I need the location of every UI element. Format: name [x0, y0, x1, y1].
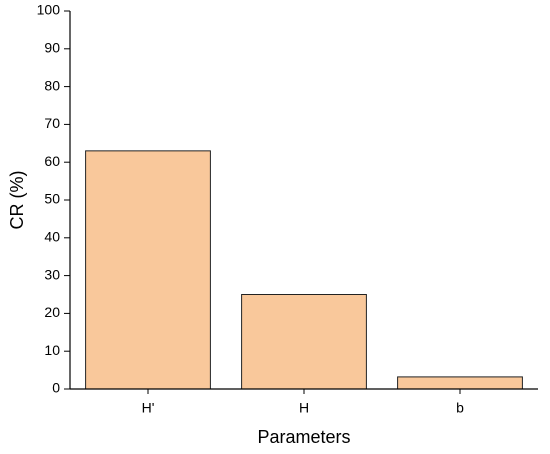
y-tick-label: 50 — [44, 191, 60, 207]
y-tick-label: 100 — [37, 2, 61, 18]
y-tick-label: 20 — [44, 304, 60, 320]
bar — [85, 150, 211, 390]
y-tick-label: 60 — [44, 153, 60, 169]
bar — [241, 294, 367, 390]
x-tick-label: H — [299, 400, 309, 416]
y-tick-label: 10 — [44, 342, 60, 358]
y-axis-title: CR (%) — [7, 171, 27, 230]
x-tick-label: H' — [142, 400, 155, 416]
y-tick-label: 90 — [44, 40, 60, 56]
y-tick-label: 30 — [44, 266, 60, 282]
bar — [397, 376, 523, 390]
y-tick-label: 0 — [52, 380, 60, 396]
y-tick-label: 70 — [44, 115, 60, 131]
y-tick-label: 40 — [44, 229, 60, 245]
y-tick-label: 80 — [44, 77, 60, 93]
x-axis-title: Parameters — [257, 427, 350, 447]
x-tick-label: b — [456, 400, 464, 416]
